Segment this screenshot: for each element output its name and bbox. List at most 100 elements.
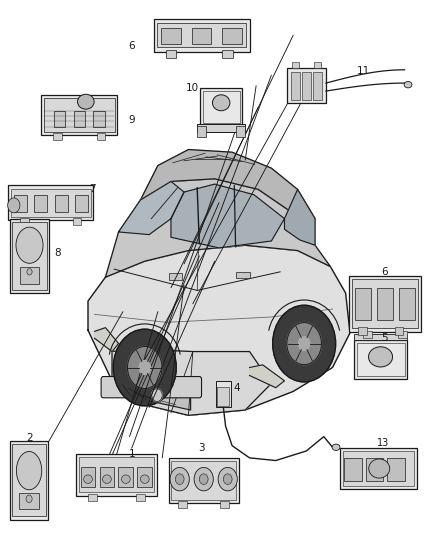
Bar bbox=[237, 126, 245, 138]
Circle shape bbox=[127, 346, 162, 389]
Polygon shape bbox=[88, 245, 350, 415]
Bar bbox=[11, 189, 91, 217]
Bar bbox=[395, 327, 403, 335]
Bar bbox=[12, 222, 46, 290]
Bar bbox=[354, 341, 407, 378]
Circle shape bbox=[287, 322, 321, 365]
Bar bbox=[357, 343, 405, 376]
Polygon shape bbox=[95, 328, 119, 352]
Text: 8: 8 bbox=[54, 248, 61, 258]
Bar bbox=[93, 111, 105, 127]
Bar bbox=[76, 454, 157, 496]
Bar bbox=[358, 327, 367, 335]
Ellipse shape bbox=[16, 451, 42, 490]
Bar bbox=[8, 185, 93, 220]
Ellipse shape bbox=[16, 227, 43, 263]
Bar bbox=[314, 62, 321, 68]
Circle shape bbox=[175, 474, 184, 484]
Bar bbox=[215, 381, 231, 407]
Bar bbox=[75, 195, 88, 212]
Text: 4: 4 bbox=[233, 383, 240, 393]
Circle shape bbox=[26, 495, 32, 503]
Bar bbox=[223, 28, 242, 44]
Bar bbox=[14, 195, 27, 212]
Bar bbox=[343, 451, 414, 486]
Bar bbox=[287, 68, 326, 103]
Bar bbox=[55, 195, 67, 212]
Ellipse shape bbox=[404, 82, 412, 88]
Bar bbox=[166, 50, 176, 58]
Bar bbox=[398, 330, 407, 338]
Bar bbox=[354, 334, 407, 341]
Ellipse shape bbox=[368, 347, 392, 367]
Bar bbox=[10, 441, 48, 520]
Polygon shape bbox=[112, 349, 272, 415]
Polygon shape bbox=[171, 184, 285, 248]
Bar bbox=[302, 71, 311, 100]
Circle shape bbox=[113, 329, 176, 406]
Text: 11: 11 bbox=[357, 66, 370, 76]
Polygon shape bbox=[106, 179, 330, 277]
Bar bbox=[203, 91, 240, 123]
Bar bbox=[153, 19, 250, 52]
Bar bbox=[161, 28, 180, 44]
Ellipse shape bbox=[78, 94, 94, 109]
Bar bbox=[81, 467, 95, 487]
Text: 13: 13 bbox=[377, 438, 389, 448]
Ellipse shape bbox=[332, 444, 340, 450]
Bar bbox=[53, 133, 62, 140]
Bar bbox=[169, 458, 239, 503]
Bar bbox=[363, 330, 372, 338]
Text: 10: 10 bbox=[186, 83, 199, 93]
Bar bbox=[220, 501, 229, 508]
Bar bbox=[138, 467, 152, 487]
Bar bbox=[352, 279, 418, 328]
Circle shape bbox=[8, 198, 20, 213]
Circle shape bbox=[298, 337, 310, 351]
Ellipse shape bbox=[369, 459, 390, 478]
Text: 7: 7 bbox=[89, 184, 95, 195]
Bar bbox=[217, 387, 230, 406]
Text: 6: 6 bbox=[128, 41, 135, 51]
Bar bbox=[41, 95, 117, 135]
Ellipse shape bbox=[212, 95, 230, 111]
Text: 6: 6 bbox=[381, 267, 388, 277]
Circle shape bbox=[139, 361, 150, 374]
Bar bbox=[44, 98, 115, 132]
Bar bbox=[20, 266, 39, 284]
FancyBboxPatch shape bbox=[101, 376, 201, 398]
Bar bbox=[169, 273, 182, 280]
Ellipse shape bbox=[141, 475, 149, 483]
Bar bbox=[313, 71, 321, 100]
Bar bbox=[99, 467, 114, 487]
Bar bbox=[136, 494, 145, 501]
Bar bbox=[73, 219, 81, 225]
Bar bbox=[178, 501, 187, 508]
Text: 9: 9 bbox=[128, 115, 135, 125]
Bar bbox=[387, 458, 405, 481]
Bar bbox=[97, 133, 106, 140]
Bar bbox=[292, 62, 299, 68]
Bar bbox=[355, 288, 371, 320]
Bar bbox=[74, 111, 85, 127]
Bar bbox=[349, 276, 421, 332]
Bar bbox=[54, 111, 65, 127]
Ellipse shape bbox=[121, 475, 130, 483]
Bar bbox=[201, 88, 242, 126]
Circle shape bbox=[194, 467, 213, 491]
Bar bbox=[366, 458, 383, 481]
Circle shape bbox=[218, 467, 237, 491]
Bar bbox=[79, 457, 154, 492]
Text: 1: 1 bbox=[128, 449, 135, 458]
Bar bbox=[197, 126, 206, 138]
Bar bbox=[118, 467, 133, 487]
Bar bbox=[237, 272, 250, 278]
Bar bbox=[344, 458, 362, 481]
Bar bbox=[88, 494, 97, 501]
Circle shape bbox=[199, 474, 208, 484]
Circle shape bbox=[223, 474, 232, 484]
Text: 2: 2 bbox=[26, 433, 32, 443]
Bar bbox=[192, 28, 211, 44]
Polygon shape bbox=[285, 189, 315, 245]
Circle shape bbox=[170, 467, 189, 491]
